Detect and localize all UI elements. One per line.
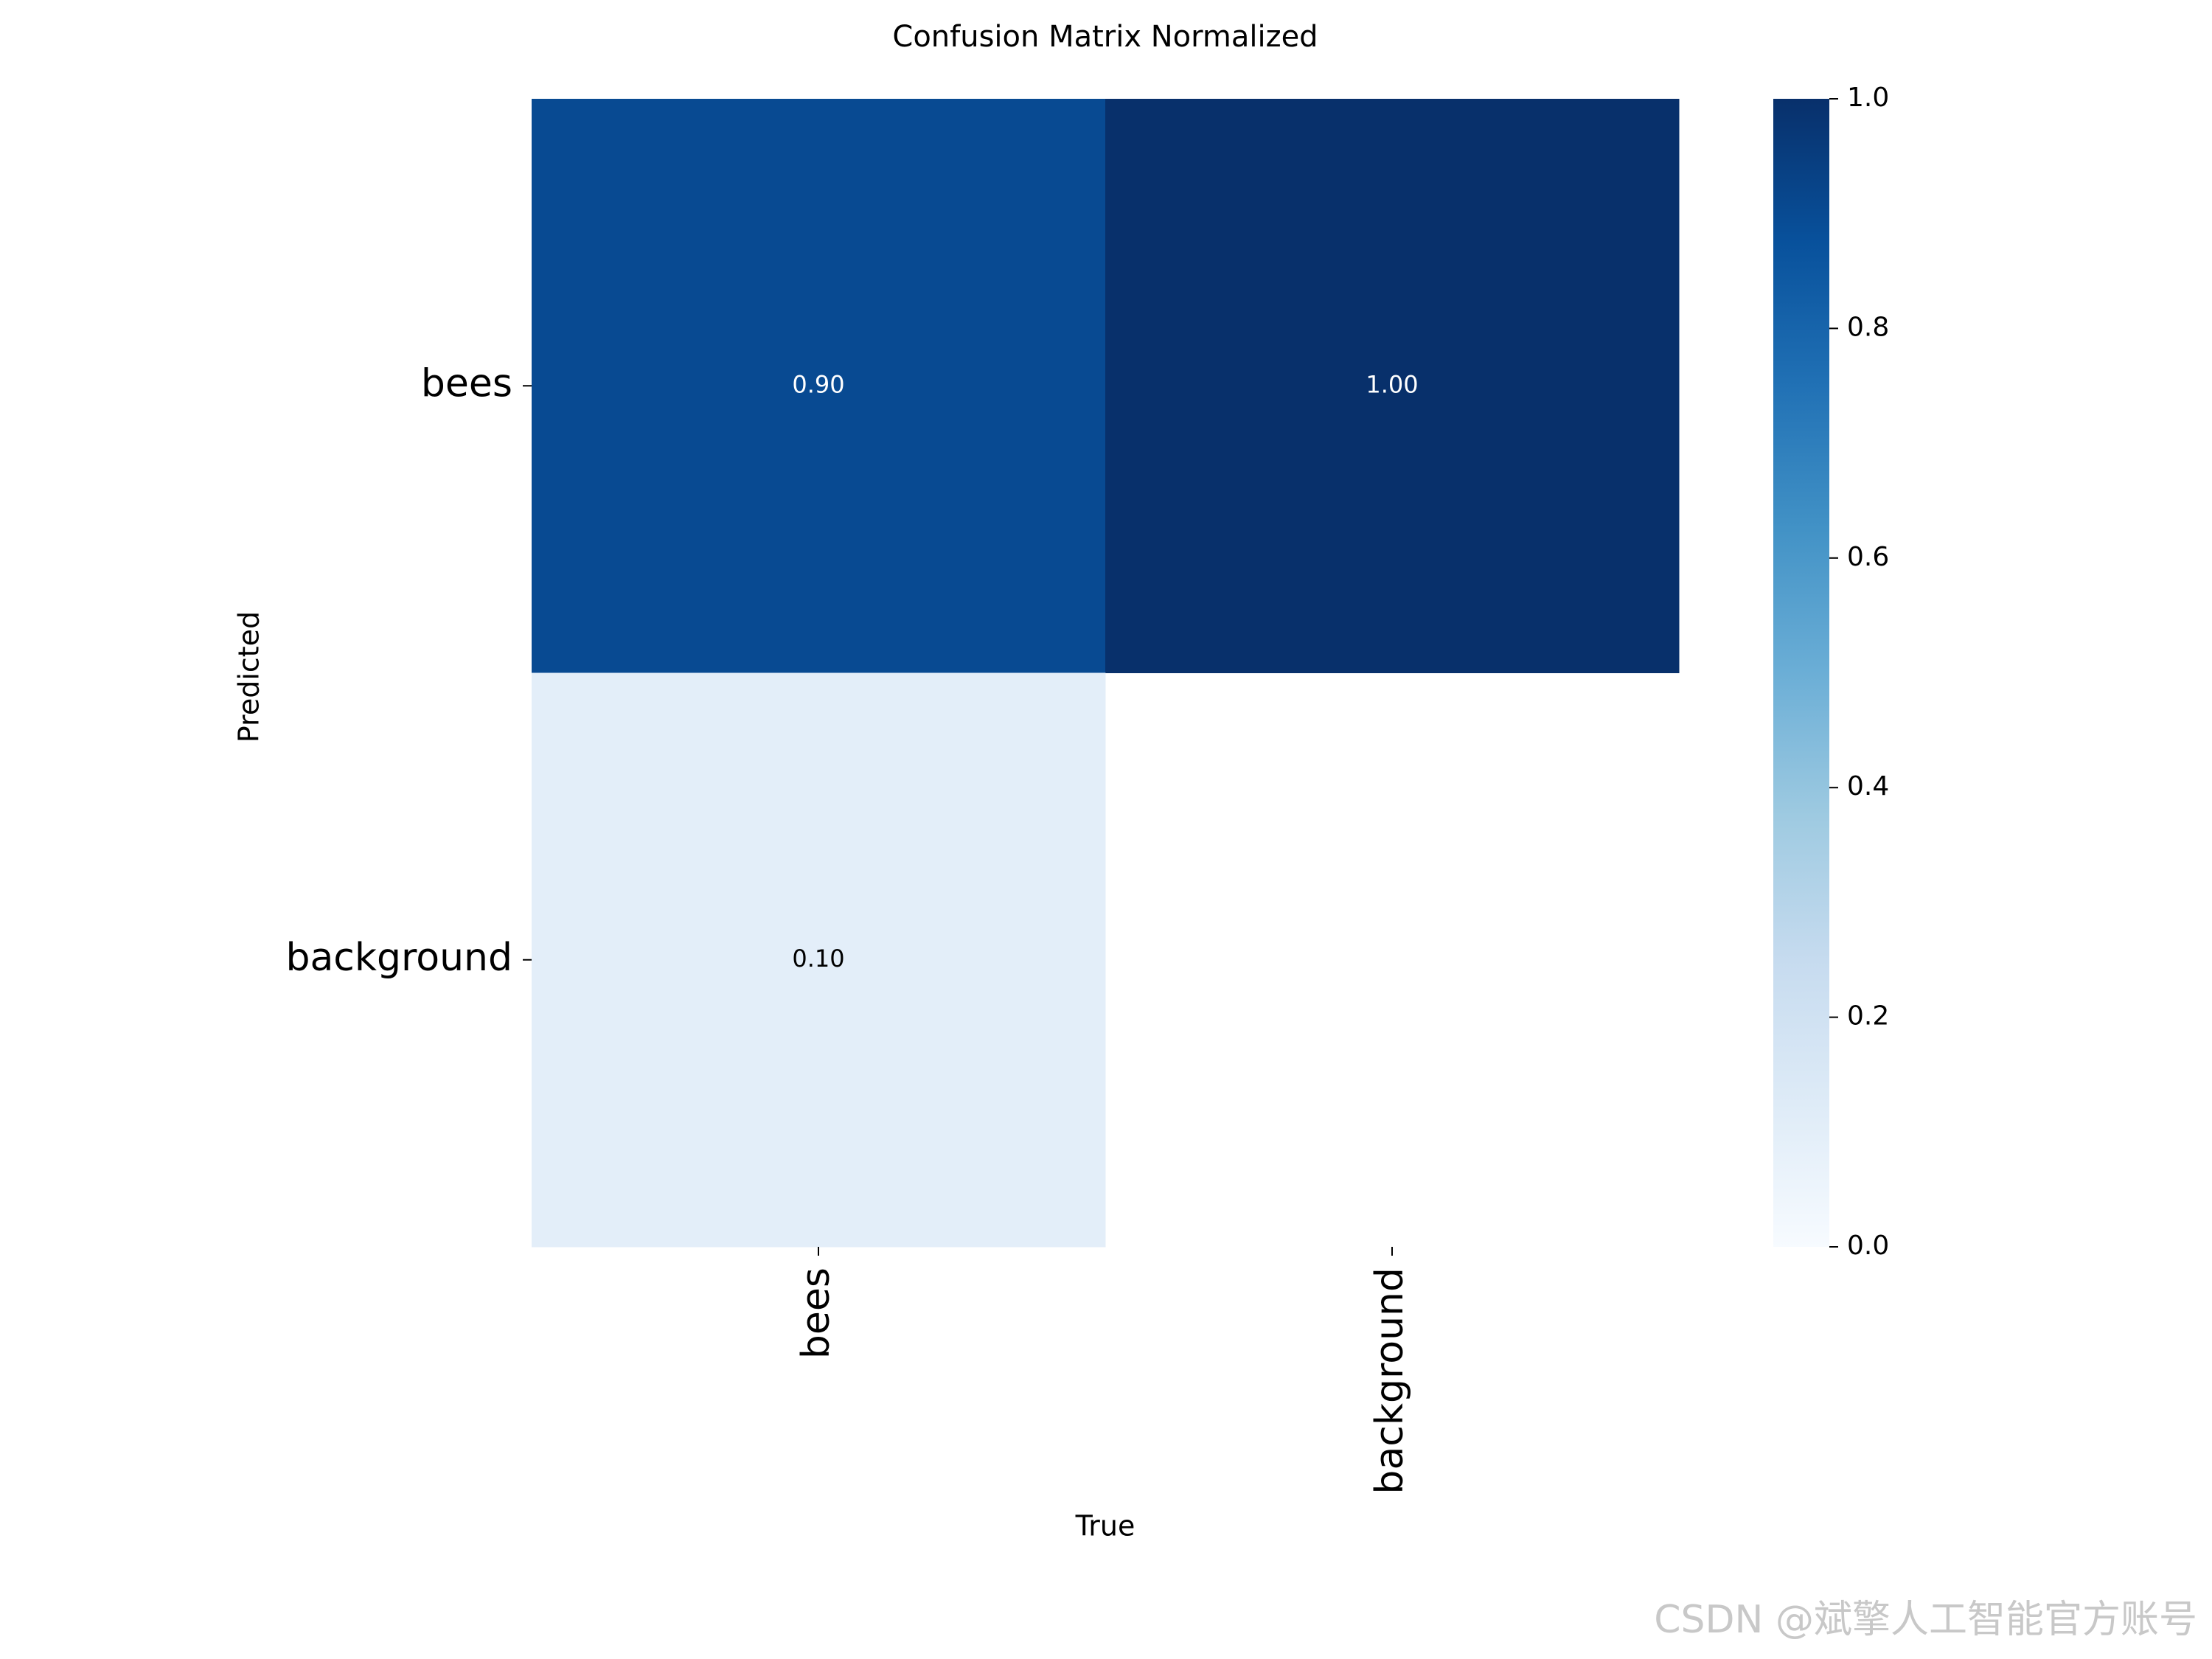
- y-axis-label: Predicted: [233, 611, 265, 742]
- x-tick-label: background: [1368, 1267, 1412, 1495]
- heatmap-cell: [532, 99, 1106, 673]
- chart-title: Confusion Matrix Normalized: [892, 20, 1318, 54]
- x-axis-label: True: [1075, 1510, 1135, 1543]
- cell-label: 1.00: [1366, 370, 1418, 398]
- cell-label: 0.90: [792, 370, 844, 398]
- colorbar-tick-label: 0.0: [1847, 1231, 1889, 1261]
- colorbar-tick-label: 1.0: [1847, 83, 1889, 113]
- x-tick-label: bees: [794, 1267, 838, 1359]
- colorbar: [1773, 99, 1829, 1247]
- heatmap-cell: [532, 672, 1106, 1248]
- y-tick-label: background: [285, 936, 512, 980]
- heatmap-cell: [1105, 99, 1680, 673]
- colorbar-tick-label: 0.2: [1847, 1001, 1889, 1032]
- watermark: CSDN @斌擎人工智能官方账号: [1654, 1598, 2197, 1642]
- colorbar-tick-label: 0.8: [1847, 312, 1889, 342]
- y-tick-label: bees: [421, 361, 512, 406]
- colorbar-tick-label: 0.4: [1847, 771, 1889, 801]
- colorbar-tick-label: 0.6: [1847, 542, 1889, 572]
- cell-label: 0.10: [792, 945, 844, 973]
